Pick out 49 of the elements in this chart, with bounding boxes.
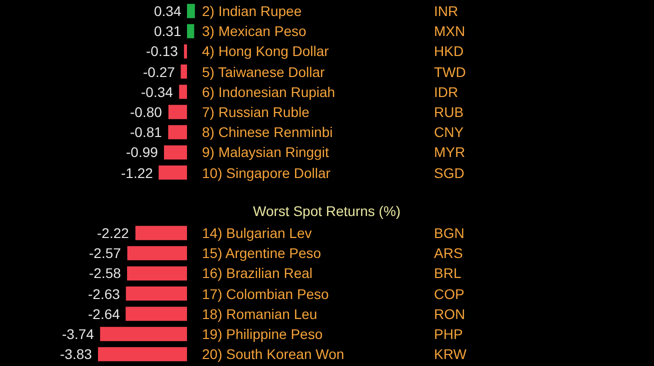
text: RUB — [434, 104, 464, 120]
y-tick-label: 20) South Korean Won — [202, 346, 344, 362]
y-tick-label: 18) Romanian Leu — [202, 306, 318, 322]
text: KRW — [434, 346, 468, 362]
data-label: -2.63 — [88, 286, 120, 302]
data-label: -0.34 — [141, 84, 174, 100]
y-tick-label: 3) Mexican Peso — [202, 23, 306, 39]
y-tick-label: 2) Indian Rupee — [202, 3, 302, 19]
y-tick-label: 14) Bulgarian Lev — [202, 225, 312, 241]
text: BRL — [434, 265, 462, 281]
data-label: -2.57 — [89, 245, 122, 261]
text: COP — [434, 286, 464, 302]
text: SGD — [434, 165, 464, 181]
y-tick-label: 8) Chinese Renminbi — [202, 124, 333, 140]
data-label: -2.64 — [88, 306, 120, 322]
y-tick-label: 5) Taiwanese Dollar — [202, 64, 326, 80]
text: ARS — [434, 245, 463, 261]
y-tick-label: 17) Colombian Peso — [202, 286, 330, 302]
text: CNY — [434, 124, 464, 140]
y-tick-label: 7) Russian Ruble — [202, 104, 310, 120]
text: Worst Spot Returns (%) — [253, 203, 401, 219]
data-label: -2.22 — [97, 225, 130, 241]
y-tick-label: 19) Philippine Peso — [202, 326, 323, 342]
data-label: -3.83 — [60, 346, 92, 362]
y-tick-label: 4) Hong Kong Dollar — [202, 43, 330, 59]
data-label: -0.13 — [146, 43, 178, 59]
text: HKD — [434, 43, 464, 59]
data-label: -0.80 — [130, 104, 162, 120]
text: INR — [434, 3, 458, 19]
y-tick-label: 6) Indonesian Rupiah — [202, 84, 336, 100]
data-label: -1.22 — [121, 165, 154, 181]
data-label: -0.81 — [130, 124, 162, 140]
y-tick-label: 10) Singapore Dollar — [202, 165, 331, 181]
data-label: -3.74 — [62, 326, 94, 342]
text: IDR — [434, 84, 458, 100]
data-label: 0.34 — [154, 3, 182, 19]
text: BGN — [434, 225, 464, 241]
text: MXN — [434, 23, 466, 39]
text: MYR — [434, 144, 466, 160]
text: TWD — [434, 64, 466, 80]
data-label: -2.58 — [89, 265, 122, 281]
text: PHP — [434, 326, 463, 342]
data-label: 0.31 — [154, 23, 182, 39]
y-tick-label: 15) Argentine Peso — [202, 245, 322, 261]
data-label: -0.27 — [143, 64, 176, 80]
y-tick-label: 9) Malaysian Ringgit — [202, 144, 329, 160]
data-label: -0.99 — [126, 144, 158, 160]
text: RON — [434, 306, 466, 322]
y-tick-label: 16) Brazilian Real — [202, 265, 312, 281]
